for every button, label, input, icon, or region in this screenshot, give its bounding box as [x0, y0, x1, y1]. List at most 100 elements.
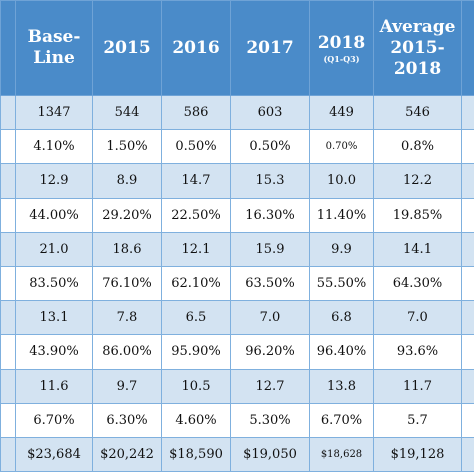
cell-2018: $18,628	[309, 436, 374, 473]
row-tail-cell	[461, 402, 474, 438]
cell-2017: 96.20%	[230, 334, 310, 370]
cell-2015: 86.00%	[92, 334, 162, 370]
row-stub-cell	[0, 94, 16, 131]
row-stub-cell	[0, 231, 16, 267]
header-average-label: Average 2015-2018	[379, 16, 456, 79]
table-row: 44.00% 29.20% 22.50% 16.30% 11.40% 19.85%	[0, 197, 474, 233]
cell-average: 64.30%	[373, 265, 462, 302]
row-tail-cell	[461, 265, 474, 302]
table-row: 12.9 8.9 14.7 15.3 10.0 12.2	[0, 163, 474, 199]
cell-2015: 7.8	[92, 300, 162, 336]
cell-2017: 7.0	[230, 300, 310, 336]
row-tail-cell	[461, 94, 474, 131]
cell-baseline: 83.50%	[15, 265, 93, 302]
header-2017: 2017	[230, 0, 310, 96]
table-row: 6.70% 6.30% 4.60% 5.30% 6.70% 5.7	[0, 402, 474, 438]
header-baseline: Base-Line	[15, 0, 93, 96]
cell-baseline: 21.0	[15, 231, 93, 267]
table-body: 1347 544 586 603 449 546 4.10% 1.50% 0.50% 0.50% 0…	[0, 94, 474, 473]
table-row: 83.50% 76.10% 62.10% 63.50% 55.50% 64.30%	[0, 265, 474, 302]
header-2015: 2015	[92, 0, 162, 96]
row-tail-cell	[461, 368, 474, 404]
cell-average: 0.8%	[373, 129, 462, 165]
cell-baseline: 1347	[15, 94, 93, 131]
cell-2016: 0.50%	[161, 129, 231, 165]
cell-2015: 18.6	[92, 231, 162, 267]
row-tail-cell	[461, 129, 474, 165]
cell-2016: 95.90%	[161, 334, 231, 370]
row-tail-cell	[461, 231, 474, 267]
header-2018-note: (Q1-Q3)	[323, 53, 360, 64]
row-stub-cell	[0, 334, 16, 370]
cell-2018: 6.8	[309, 300, 374, 336]
row-tail-cell	[461, 163, 474, 199]
row-tail-cell	[461, 334, 474, 370]
header-baseline-label: Base-Line	[27, 27, 81, 68]
header-2018: 2018 (Q1-Q3)	[309, 0, 374, 96]
table-row: $23,684 $20,242 $18,590 $19,050 $18,628 $19,1…	[0, 436, 474, 473]
cell-2017: 15.9	[230, 231, 310, 267]
cell-baseline: 43.90%	[15, 334, 93, 370]
row-tail-cell	[461, 436, 474, 473]
cell-2016: 62.10%	[161, 265, 231, 302]
row-tail-cell	[461, 197, 474, 233]
cell-2016: 12.1	[161, 231, 231, 267]
header-row: Base-Line 2015 2016 2017 2018 (Q1-Q3) Av…	[0, 0, 474, 96]
header-2016: 2016	[161, 0, 231, 96]
header-2017-label: 2017	[246, 37, 294, 58]
cell-average: 12.2	[373, 163, 462, 199]
cell-2018: 6.70%	[309, 402, 374, 438]
cell-2015: 29.20%	[92, 197, 162, 233]
cell-average: $19,128	[373, 436, 462, 473]
cell-2015: 9.7	[92, 368, 162, 404]
header-2018-label: 2018	[317, 32, 366, 53]
row-stub-cell	[0, 163, 16, 199]
cell-2016: 10.5	[161, 368, 231, 404]
cell-2018: 10.0	[309, 163, 374, 199]
cell-average: 7.0	[373, 300, 462, 336]
cell-baseline: 44.00%	[15, 197, 93, 233]
row-stub-cell	[0, 265, 16, 302]
row-stub-cell	[0, 436, 16, 473]
cell-2018: 449	[309, 94, 374, 131]
cell-2016: 6.5	[161, 300, 231, 336]
header-average: Average 2015-2018	[373, 0, 462, 96]
cell-2018: 55.50%	[309, 265, 374, 302]
cell-2016: 4.60%	[161, 402, 231, 438]
cell-2016: 22.50%	[161, 197, 231, 233]
cell-2018: 13.8	[309, 368, 374, 404]
cell-2017: 16.30%	[230, 197, 310, 233]
cell-2017: 15.3	[230, 163, 310, 199]
cell-2017: 0.50%	[230, 129, 310, 165]
table-row: 1347 544 586 603 449 546	[0, 94, 474, 131]
cell-baseline: $23,684	[15, 436, 93, 473]
cell-average: 19.85%	[373, 197, 462, 233]
header-stub-cell	[0, 0, 16, 96]
cell-2017: 603	[230, 94, 310, 131]
table-row: 13.1 7.8 6.5 7.0 6.8 7.0	[0, 300, 474, 336]
cell-average: 93.6%	[373, 334, 462, 370]
cell-2015: $20,242	[92, 436, 162, 473]
cell-average: 546	[373, 94, 462, 131]
table-row: 4.10% 1.50% 0.50% 0.50% 0.70% 0.8%	[0, 129, 474, 165]
row-stub-cell	[0, 300, 16, 336]
row-stub-cell	[0, 129, 16, 165]
cell-average: 14.1	[373, 231, 462, 267]
cell-2018: 0.70%	[309, 129, 374, 165]
header-2016-label: 2016	[172, 37, 220, 58]
header-2015-label: 2015	[103, 37, 151, 58]
cell-baseline: 11.6	[15, 368, 93, 404]
cell-2016: 586	[161, 94, 231, 131]
table-row: 11.6 9.7 10.5 12.7 13.8 11.7	[0, 368, 474, 404]
cell-2018: 9.9	[309, 231, 374, 267]
cell-2018: 11.40%	[309, 197, 374, 233]
cell-baseline: 12.9	[15, 163, 93, 199]
table-row: 21.0 18.6 12.1 15.9 9.9 14.1	[0, 231, 474, 267]
cell-2015: 6.30%	[92, 402, 162, 438]
cell-2017: 5.30%	[230, 402, 310, 438]
cell-2015: 8.9	[92, 163, 162, 199]
cell-2015: 544	[92, 94, 162, 131]
cell-average: 5.7	[373, 402, 462, 438]
